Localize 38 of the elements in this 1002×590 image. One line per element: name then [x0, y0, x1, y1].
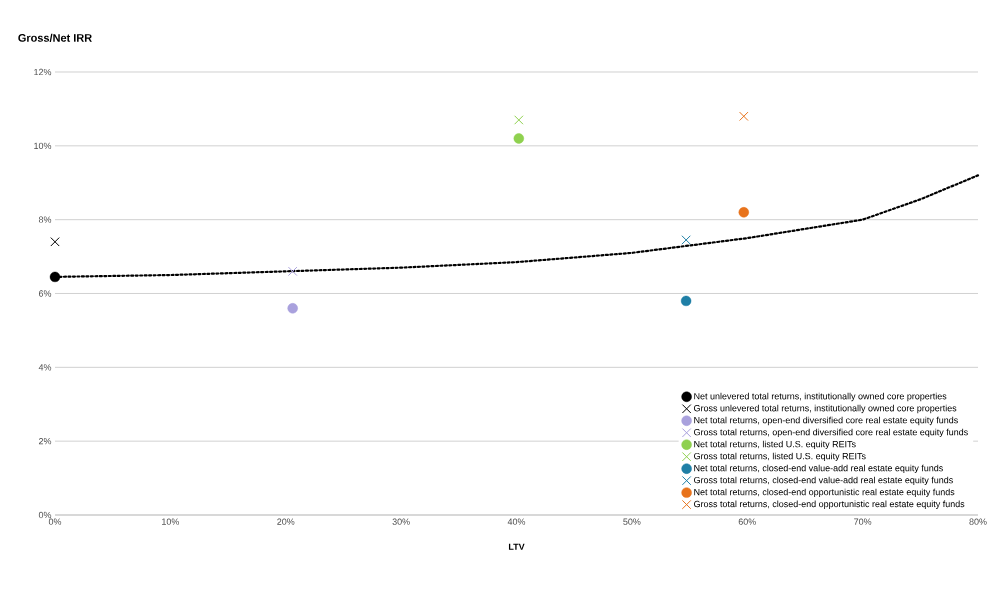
legend-label: Net total returns, listed U.S. equity REITs — [694, 440, 856, 450]
y-tick-label: 12% — [34, 68, 52, 76]
legend-label: Net total returns, open-end diversified core real estate equity funds — [694, 416, 958, 426]
legend-label: Net unlevered total returns, institutionally owned core properties — [694, 392, 947, 402]
legend-label: Gross total returns, open-end diversified core real estate equity funds — [694, 428, 968, 438]
legend-label: Gross total returns, closed-end opportunistic real estate equity funds — [694, 500, 965, 509]
x-tick-label: 70% — [854, 518, 872, 525]
point — [513, 133, 524, 144]
x-tick-label: 50% — [623, 518, 641, 525]
y-tick-label: 6% — [38, 290, 52, 297]
point — [681, 235, 691, 245]
point — [680, 295, 692, 307]
point — [514, 115, 524, 125]
point — [49, 271, 61, 283]
legend-label: Gross total returns, closed-end value-add real estate equity funds — [694, 476, 953, 486]
point — [739, 111, 749, 122]
point — [287, 303, 298, 314]
point — [50, 237, 60, 247]
x-tick-label: 20% — [277, 518, 295, 525]
y-tick-label: 8% — [38, 216, 52, 223]
point — [738, 207, 749, 218]
x-tick-label: 10% — [162, 518, 180, 525]
legend-label: Net total returns, closed-end value-add real estate equity funds — [694, 464, 943, 474]
y-tick-label: 10% — [34, 142, 52, 150]
y-tick-label: 4% — [38, 364, 52, 371]
y-axis-title: Gross/Net IRR — [18, 33, 92, 42]
x-tick-label: 30% — [392, 518, 410, 525]
x-tick-label: 0% — [48, 518, 62, 525]
x-tick-label: 40% — [507, 518, 526, 525]
legend-label: Net total returns, closed-end opportunistic real estate equity funds — [694, 488, 955, 497]
x-axis-title: LTV — [508, 543, 525, 550]
legend-label: Gross unlevered total returns, institutionally owned core properties — [694, 404, 957, 414]
x-tick-label: 60% — [738, 518, 756, 525]
x-tick-label: 80% — [969, 518, 987, 525]
point — [287, 266, 298, 277]
y-tick-label: 2% — [38, 438, 52, 445]
y-tick-label: 0% — [38, 511, 52, 519]
legend-label: Gross total returns, listed U.S. equity REITs — [694, 452, 866, 462]
